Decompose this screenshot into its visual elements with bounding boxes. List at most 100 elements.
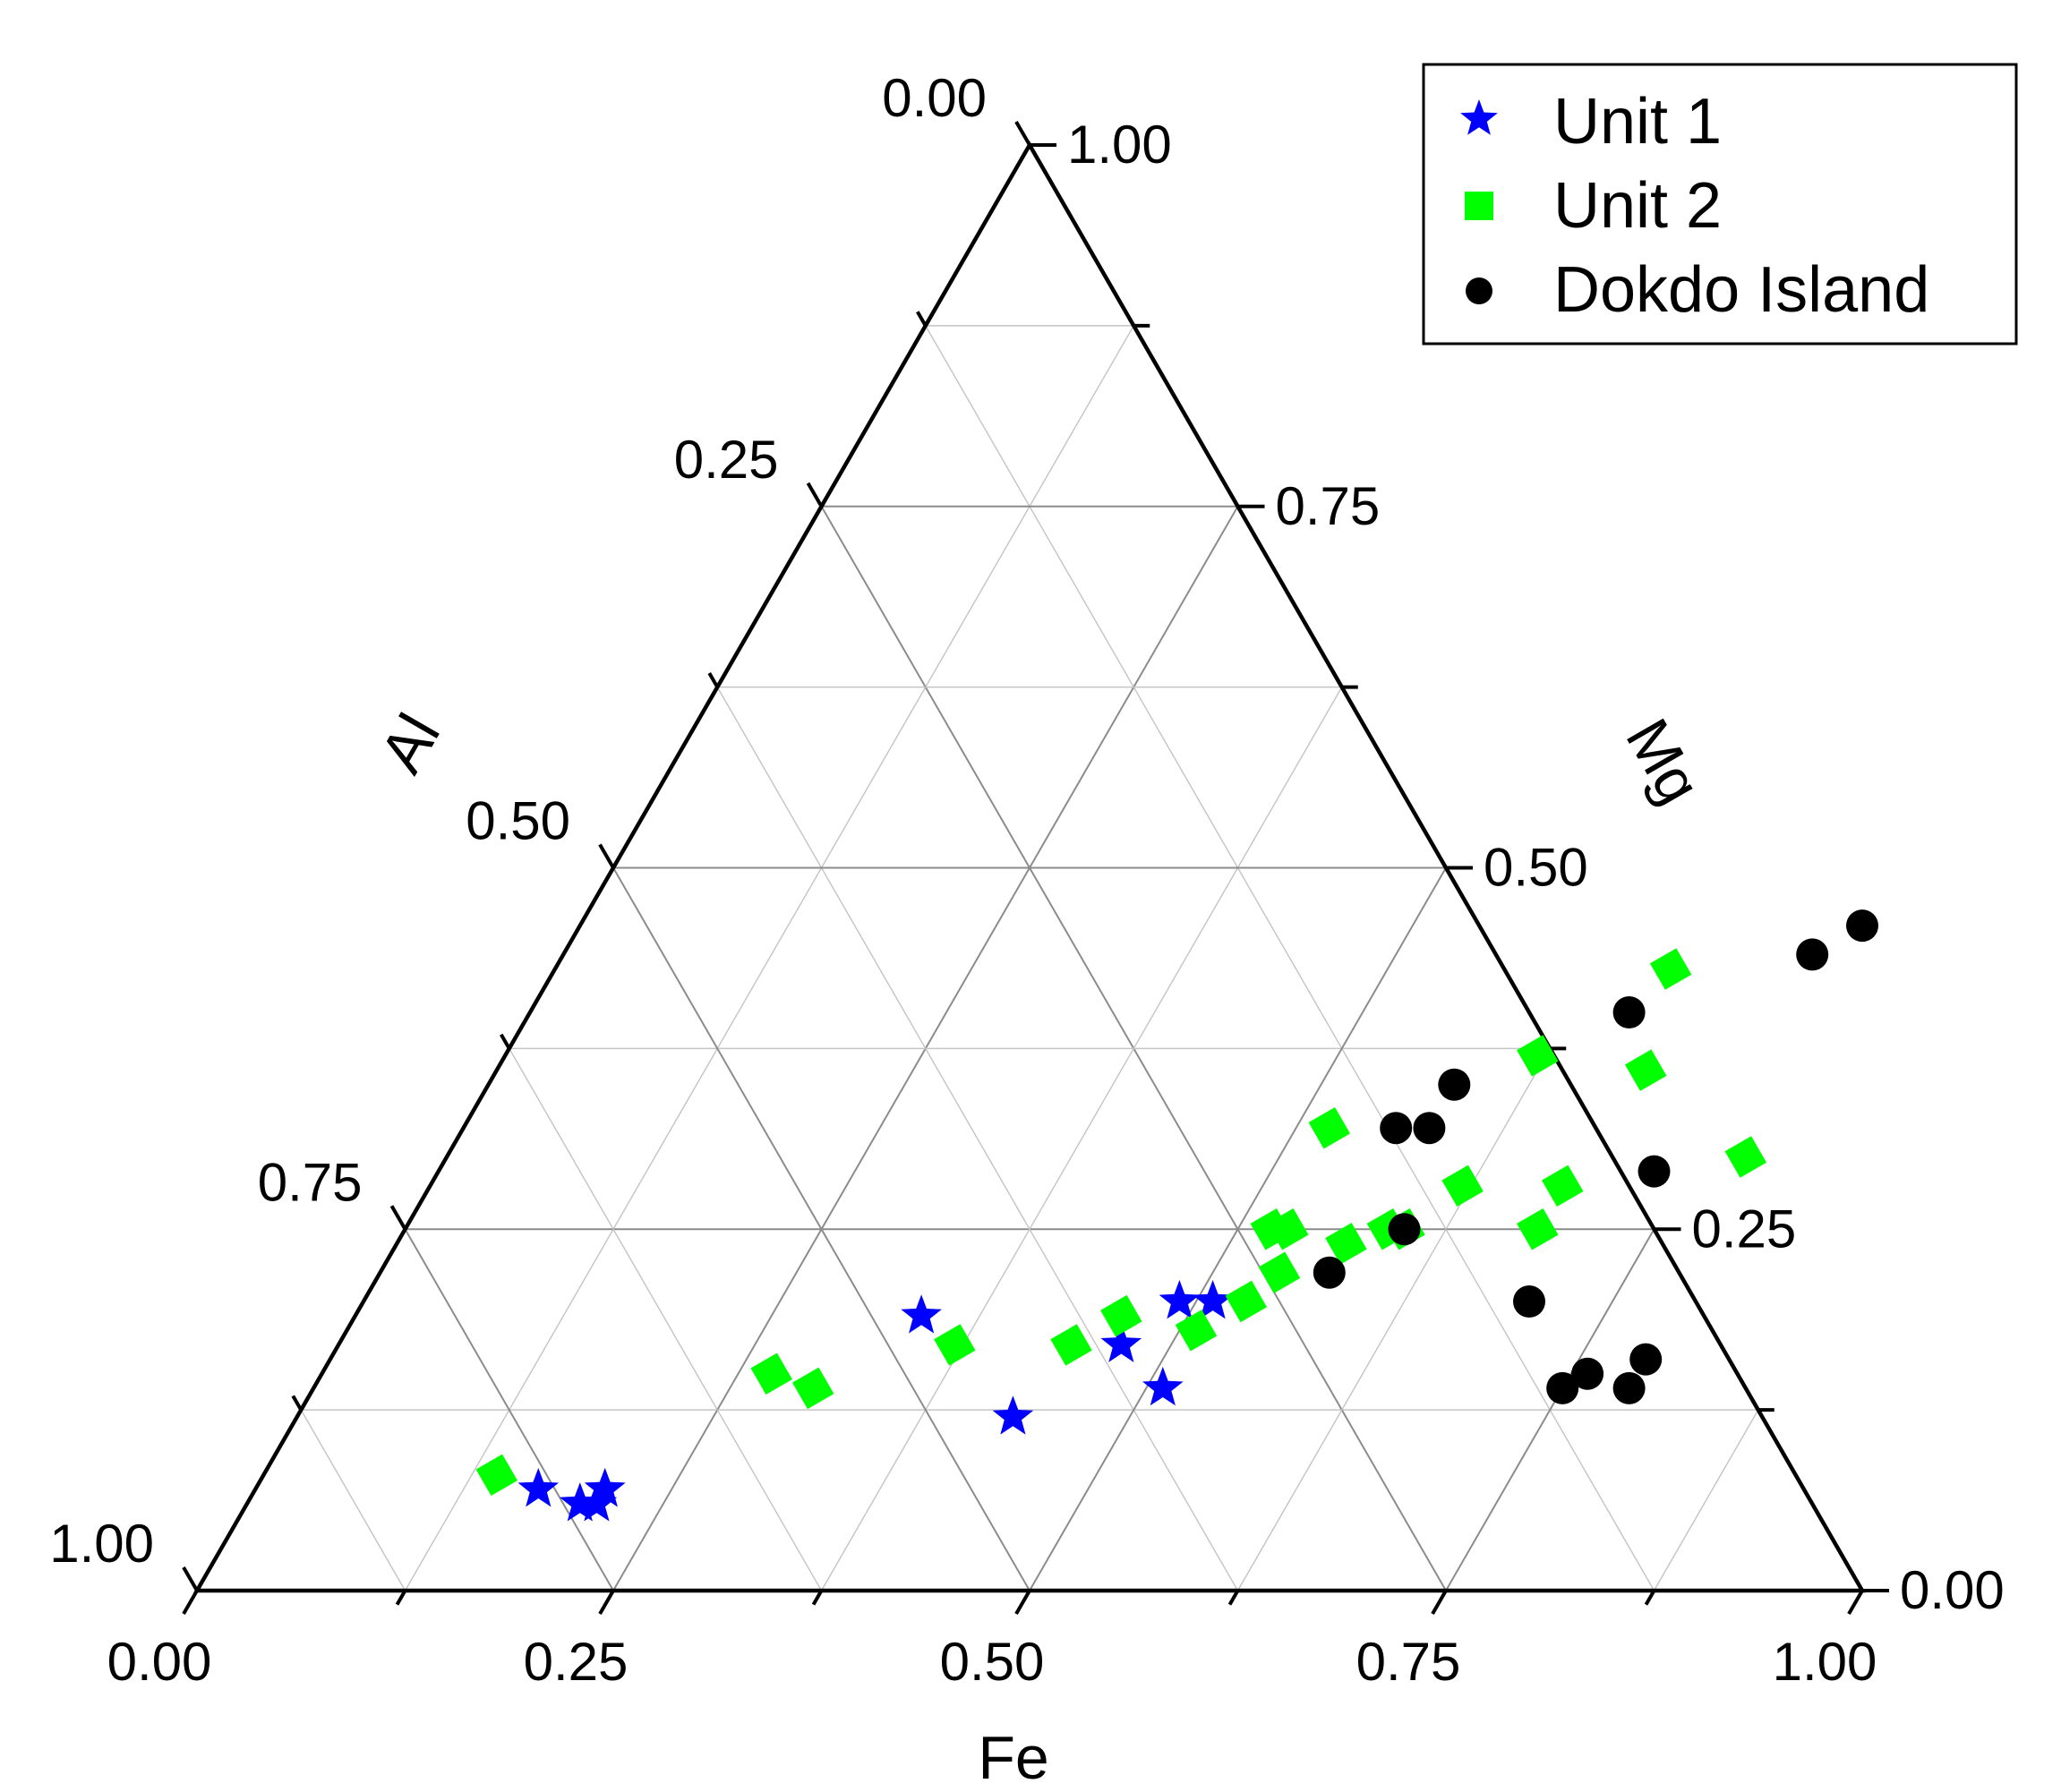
legend-circle-icon bbox=[1466, 277, 1492, 304]
unit-2-point bbox=[1325, 1223, 1367, 1265]
dokdo-island-point bbox=[1571, 1357, 1604, 1390]
unit-2-point bbox=[750, 1353, 792, 1395]
fe-axis-title: Fe bbox=[978, 1724, 1048, 1792]
fe-tick-label: 1.00 bbox=[1773, 1632, 1877, 1692]
unit-2-point bbox=[1225, 1280, 1268, 1323]
al-tick bbox=[598, 843, 615, 869]
al-tick bbox=[707, 672, 719, 688]
unit-1-point bbox=[992, 1395, 1034, 1435]
fe-tick bbox=[598, 1589, 615, 1615]
dokdo-island-point bbox=[1612, 1371, 1646, 1404]
al-tick-label: 0.50 bbox=[466, 791, 570, 851]
unit-2-point bbox=[934, 1324, 976, 1366]
fe-tick-label: 0.50 bbox=[940, 1632, 1045, 1692]
mg-tick-label: 0.75 bbox=[1276, 476, 1381, 536]
dokdo-island-point bbox=[1796, 938, 1829, 971]
grid-line-al bbox=[404, 1228, 614, 1591]
al-tick-label: 0.00 bbox=[882, 68, 987, 128]
legend-label-unit-2: Unit 2 bbox=[1553, 170, 1722, 242]
fe-tick bbox=[395, 1589, 407, 1606]
dokdo-island-point bbox=[1612, 996, 1646, 1028]
unit-1-point bbox=[584, 1468, 626, 1507]
fe-tick bbox=[1227, 1589, 1240, 1606]
unit-2-point bbox=[1541, 1165, 1584, 1207]
grid-line-fe bbox=[1445, 1228, 1655, 1591]
al-tick-label: 0.25 bbox=[674, 430, 779, 490]
legend-star-icon bbox=[1460, 99, 1498, 135]
unit-2-point bbox=[1724, 1136, 1767, 1178]
unit-1-point bbox=[517, 1468, 560, 1507]
al-tick bbox=[182, 1566, 199, 1592]
grid-line-fe bbox=[1029, 867, 1447, 1591]
fe-tick-label: 0.25 bbox=[524, 1632, 629, 1692]
dokdo-island-point bbox=[1513, 1285, 1545, 1318]
grid-line-al bbox=[509, 1048, 823, 1591]
unit-2-point bbox=[1441, 1165, 1484, 1207]
al-tick bbox=[806, 482, 824, 508]
grid-line-al bbox=[925, 325, 1655, 1591]
mg-tick-label: 0.50 bbox=[1484, 838, 1588, 898]
grid-line-fe bbox=[820, 687, 1343, 1591]
unit-2-point bbox=[1517, 1208, 1559, 1250]
legend-label-unit-1: Unit 1 bbox=[1553, 86, 1722, 158]
legend-marker-unit-1 bbox=[1460, 99, 1498, 135]
unit-2-point bbox=[1308, 1106, 1351, 1149]
dokdo-island-point bbox=[1546, 1371, 1579, 1404]
unit-2-point bbox=[1050, 1324, 1092, 1366]
grid-line-fe bbox=[1653, 1409, 1759, 1591]
grid-line-fe bbox=[1236, 1048, 1551, 1591]
grid-line-al bbox=[612, 867, 1030, 1591]
legend-marker-dokdo-island bbox=[1466, 277, 1492, 304]
axis-ticks bbox=[182, 121, 1889, 1615]
grid-line-fe bbox=[404, 325, 1134, 1591]
al-tick bbox=[1014, 121, 1031, 147]
unit-2-point bbox=[1624, 1049, 1667, 1091]
unit-2-point bbox=[475, 1454, 518, 1497]
unit-1-point bbox=[1192, 1280, 1234, 1319]
dokdo-island-point bbox=[1313, 1256, 1346, 1289]
mg-tick-label: 0.00 bbox=[1900, 1560, 2005, 1620]
grid-line-al bbox=[300, 1409, 406, 1591]
dokdo-island-point bbox=[1388, 1213, 1421, 1246]
unit-2-point bbox=[1649, 948, 1692, 990]
unit-1-point bbox=[901, 1294, 942, 1334]
al-tick bbox=[916, 311, 928, 327]
legend-box bbox=[1422, 63, 2018, 346]
tick-labels: 0.00 0.25 0.50 0.75 1.00 0.00 0.25 0.50 0.75 1.00… bbox=[49, 68, 2005, 1692]
al-tick-label: 1.00 bbox=[49, 1514, 154, 1574]
grid-line-al bbox=[716, 687, 1239, 1591]
fe-tick bbox=[1431, 1589, 1448, 1615]
legend-marker-unit-2 bbox=[1465, 192, 1493, 220]
unit-2-point bbox=[1517, 1035, 1559, 1077]
fe-tick bbox=[1644, 1589, 1656, 1606]
dokdo-island-point bbox=[1438, 1068, 1471, 1101]
unit-1-point bbox=[560, 1482, 601, 1522]
unit-1-point bbox=[1100, 1323, 1142, 1362]
dokdo-island-point bbox=[1638, 1155, 1671, 1188]
mg-tick-label: 0.25 bbox=[1692, 1199, 1797, 1259]
fe-tick-label: 0.75 bbox=[1356, 1632, 1461, 1692]
fe-tick bbox=[811, 1589, 824, 1606]
mg-tick-label: 1.00 bbox=[1067, 115, 1172, 175]
legend-label-dokdo-island: Dokdo Island bbox=[1553, 254, 1929, 326]
unit-2-point bbox=[1100, 1294, 1142, 1337]
fe-tick bbox=[1847, 1589, 1864, 1615]
al-tick bbox=[291, 1395, 303, 1412]
fe-tick bbox=[1014, 1589, 1031, 1615]
unit-2-point bbox=[1258, 1251, 1301, 1293]
unit-2-point bbox=[791, 1367, 834, 1410]
dokdo-island-point bbox=[1629, 1343, 1663, 1376]
dokdo-island-point bbox=[1413, 1112, 1446, 1145]
al-tick bbox=[389, 1205, 407, 1231]
legend: Unit 1 Unit 2 Dokdo Island bbox=[1422, 63, 2018, 346]
unit-2-point bbox=[1267, 1208, 1309, 1250]
dokdo-island-point bbox=[1846, 909, 1878, 943]
fe-tick bbox=[182, 1589, 199, 1615]
unit-1-point bbox=[1142, 1366, 1184, 1406]
mg-axis-title: Mg bbox=[1612, 708, 1714, 815]
fe-tick-label: 0.00 bbox=[107, 1632, 212, 1692]
unit-2-point bbox=[1175, 1310, 1218, 1352]
al-axis-title: Al bbox=[367, 703, 453, 783]
data-points bbox=[475, 909, 1878, 1522]
